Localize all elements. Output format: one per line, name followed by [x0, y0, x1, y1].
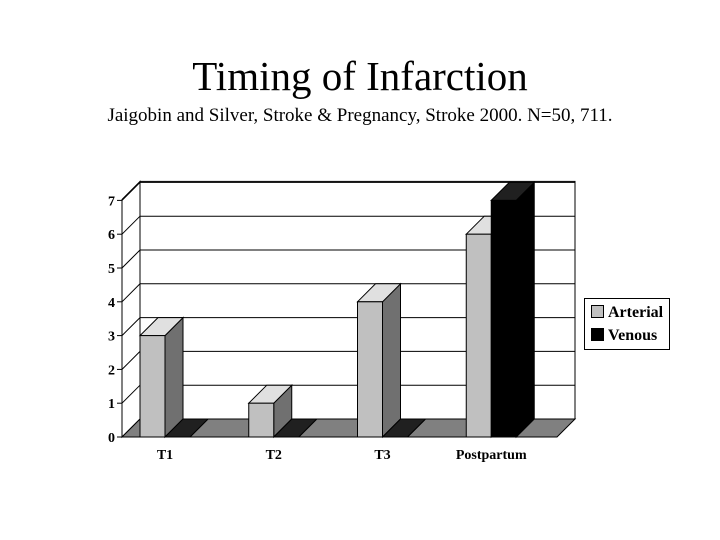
- bar-arterial-t3: [357, 301, 383, 438]
- gridline: [121, 283, 575, 303]
- legend-item-venous: Venous: [591, 327, 657, 345]
- bar-top-venous: [381, 418, 427, 438]
- y-tick-label: 1: [108, 397, 115, 412]
- bar-top-venous: [272, 418, 318, 438]
- y-tick-label: 0: [108, 431, 115, 446]
- bar-side-arterial: [382, 282, 401, 439]
- gridline: [121, 215, 575, 235]
- bar-arterial-t2: [248, 402, 275, 438]
- bar-arterial-postpartum: [465, 233, 492, 438]
- y-tick-label: 5: [108, 262, 115, 277]
- x-tick-label: T3: [374, 448, 390, 463]
- y-tick-label: 3: [108, 330, 115, 345]
- y-tick-label: 7: [108, 194, 115, 209]
- x-tick-label: T1: [157, 448, 173, 463]
- chart-legend: Arterial Venous: [584, 298, 670, 350]
- gridline: [121, 181, 575, 201]
- chart-subtitle: Jaigobin and Silver, Stroke & Pregnancy,…: [107, 105, 613, 126]
- bar-venous-postpartum: [490, 199, 517, 438]
- gridline: [121, 317, 575, 336]
- gridline: [121, 249, 575, 269]
- y-tick-label: 2: [108, 363, 115, 378]
- bar-top-venous: [163, 418, 210, 438]
- legend-label-arterial: Arterial: [608, 304, 664, 321]
- legend-swatch-arterial: [591, 305, 604, 318]
- chart-floor: [120, 418, 577, 438]
- legend-item-arterial: Arterial: [591, 304, 663, 322]
- y-tick-label: 4: [108, 296, 115, 311]
- bar-arterial-t1: [139, 335, 166, 438]
- legend-swatch-venous: [591, 328, 604, 341]
- x-tick-label: Postpartum: [456, 448, 527, 463]
- bar-side-venous: [515, 181, 535, 439]
- bar-side-arterial: [164, 316, 184, 439]
- legend-label-venous: Venous: [608, 327, 658, 344]
- left-wall: [121, 180, 141, 439]
- x-tick-label: T2: [266, 448, 282, 463]
- chart-title: Timing of Infarction: [192, 53, 528, 99]
- y-tick-label: 6: [108, 228, 115, 243]
